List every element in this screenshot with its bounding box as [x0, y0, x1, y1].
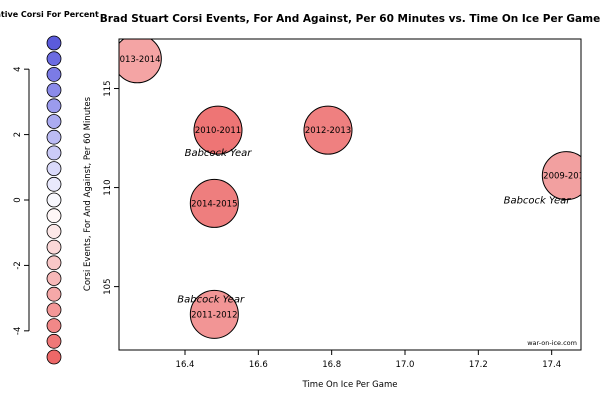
legend-swatch [46, 318, 62, 334]
y-tick-label: 110 [103, 179, 113, 195]
x-tick-label: 16.8 [322, 360, 341, 370]
y-axis: 105 110 115 [103, 80, 119, 295]
x-tick-label: 17.4 [542, 360, 561, 370]
plot-frame [118, 38, 582, 351]
legend-swatch [46, 51, 62, 67]
legend-swatch [46, 176, 62, 192]
x-tick-label: 17.2 [469, 360, 488, 370]
legend-swatches [46, 35, 62, 365]
bubbles: 2013-2014 2010-2011 2012-2013 2009-2010 2014… [114, 39, 589, 339]
bubble-label: 2013-2014 [114, 55, 160, 65]
legend-tick-label: -2 [13, 261, 23, 269]
legend-swatch [46, 161, 62, 177]
legend-swatch [46, 255, 62, 271]
legend-axis: 4 2 0 -2 -4 [13, 66, 30, 335]
legend-swatch [46, 114, 62, 129]
legend-swatch [46, 239, 62, 255]
legend-swatch [46, 129, 62, 145]
x-tick-label: 17.0 [396, 360, 415, 370]
legend-swatch [46, 349, 62, 365]
annotation-text: Babcock Year [504, 195, 572, 206]
legend-swatch [46, 35, 62, 51]
x-axis-label: Time On Ice Per Game [302, 380, 398, 390]
annotations: Babcock Year Babcock Year Babcock Year [177, 148, 571, 306]
y-axis-label: Corsi Events, For And Against, Per 60 Mi… [83, 96, 93, 291]
plot-area: 2013-2014 2010-2011 2012-2013 2009-2010 2014… [103, 38, 589, 370]
bubble-label: 2009-2010 [543, 172, 589, 182]
legend-tick-label: -4 [13, 327, 23, 335]
annotation-text: Babcock Year [185, 148, 253, 159]
watermark: war-on-ice.com [527, 339, 577, 347]
x-tick-label: 16.6 [249, 360, 268, 370]
legend-swatch [46, 145, 62, 161]
bubble-label: 2011-2012 [191, 310, 237, 320]
bubble-point [303, 105, 353, 155]
chart-title: Brad Stuart Corsi Events, For And Agains… [100, 13, 600, 25]
legend-tick-label: 4 [13, 66, 23, 71]
color-legend: Relative Corsi For Percent 4 2 0 -2 -4 [0, 10, 99, 365]
legend-swatch [46, 286, 62, 302]
legend-swatch [46, 192, 62, 208]
legend-tick-label: 2 [13, 132, 23, 137]
legend-swatch [46, 223, 62, 239]
bubble-point [541, 151, 581, 201]
legend-swatch [46, 333, 62, 349]
bubble-label: 2012-2013 [305, 126, 351, 136]
legend-swatch [46, 82, 62, 98]
legend-swatch [46, 98, 62, 114]
bubble-point [193, 105, 243, 155]
bubble-label: 2014-2015 [191, 199, 237, 209]
x-tick-label: 16.4 [176, 360, 195, 370]
bubble-point [189, 178, 239, 228]
legend-swatch [46, 208, 62, 224]
bubble-point [119, 39, 162, 84]
legend-swatch [46, 302, 62, 318]
y-tick-label: 115 [103, 80, 113, 96]
annotation-text: Babcock Year [177, 294, 245, 305]
legend-swatch [46, 271, 62, 286]
legend-tick-label: 0 [13, 197, 23, 202]
legend-title: Relative Corsi For Percent [0, 10, 99, 19]
bubble-label: 2010-2011 [195, 126, 241, 136]
bubble-point [189, 289, 239, 339]
legend-swatch [46, 67, 62, 82]
y-tick-label: 105 [103, 278, 113, 294]
x-axis: 16.4 16.6 16.8 17.0 17.2 17.4 [176, 350, 561, 370]
